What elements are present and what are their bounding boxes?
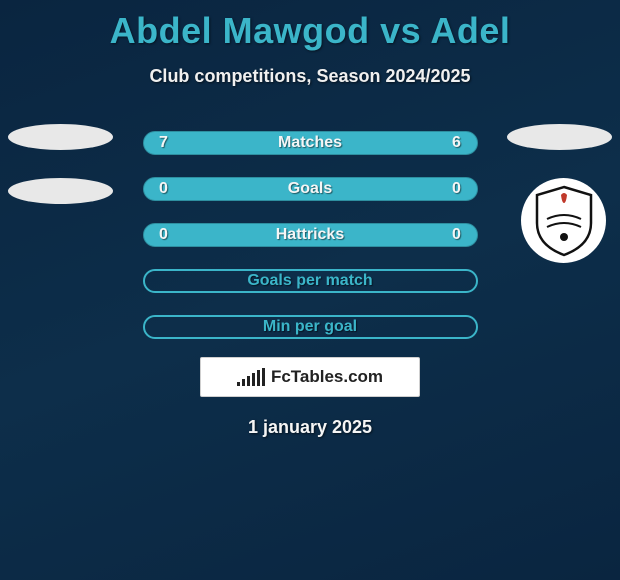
stat-left-value: 7: [144, 134, 184, 152]
stat-row-goals-per-match: Goals per match: [143, 269, 478, 293]
stat-right-value: 0: [437, 226, 477, 244]
branding-label: FcTables.com: [271, 367, 383, 387]
shield-icon: [533, 185, 595, 257]
player2-club-badge-oval: [507, 124, 612, 150]
player1-club-badge-2: [8, 178, 113, 204]
stat-right-value: 0: [437, 180, 477, 198]
bar-chart-icon: [237, 368, 265, 386]
player1-club-badge-1: [8, 124, 113, 150]
player2-club-badge-shield: [521, 178, 606, 263]
stat-left-value: 0: [144, 226, 184, 244]
stat-right-value: 6: [437, 134, 477, 152]
page-subtitle: Club competitions, Season 2024/2025: [0, 66, 620, 87]
stat-label: Min per goal: [185, 318, 436, 336]
stat-left-value: 0: [144, 180, 184, 198]
page-title: Abdel Mawgod vs Adel: [0, 0, 620, 52]
stat-row-matches: 7 Matches 6: [143, 131, 478, 155]
stat-row-goals: 0 Goals 0: [143, 177, 478, 201]
branding-fctables[interactable]: FcTables.com: [200, 357, 420, 397]
stat-label: Hattricks: [184, 226, 437, 244]
stat-label: Goals per match: [185, 272, 436, 290]
stat-label: Matches: [184, 134, 437, 152]
stat-label: Goals: [184, 180, 437, 198]
stat-row-min-per-goal: Min per goal: [143, 315, 478, 339]
stat-row-hattricks: 0 Hattricks 0: [143, 223, 478, 247]
date-label: 1 january 2025: [0, 417, 620, 438]
